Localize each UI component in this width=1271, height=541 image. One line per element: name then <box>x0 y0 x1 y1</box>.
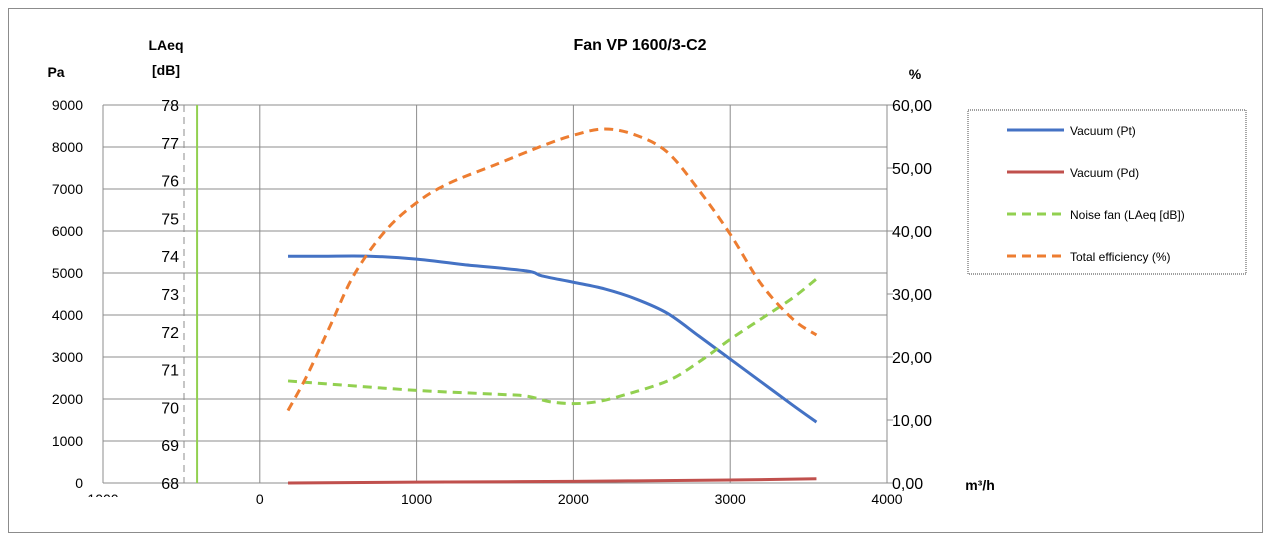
pct-tick-label: 40,00 <box>892 224 932 241</box>
pa-tick-label: 3000 <box>52 349 83 365</box>
pct-tick-label: 10,00 <box>892 413 932 430</box>
pa-tick-label: 2000 <box>52 391 83 407</box>
laeq-tick-label: 69 <box>161 438 179 455</box>
x-tick-label: 4000 <box>871 491 902 507</box>
pa-tick-label: 7000 <box>52 181 83 197</box>
chart-frame <box>8 8 1263 533</box>
x-tick-label: 0 <box>256 491 264 507</box>
chart-title: Fan VP 1600/3-C2 <box>573 37 706 54</box>
legend-label-total-efficiency: Total efficiency (%) <box>1070 250 1170 264</box>
pa-tick-label: 1000 <box>52 433 83 449</box>
laeq-tick-label: 75 <box>161 211 179 228</box>
legend-label-vacuum-pt: Vacuum (Pt) <box>1070 124 1136 138</box>
series-line-total-efficiency <box>286 127 818 412</box>
laeq-tick-label: 76 <box>161 174 179 191</box>
pa-tick-label: 8000 <box>52 139 83 155</box>
x-tick-label: 3000 <box>715 491 746 507</box>
legend: Vacuum (Pt) Vacuum (Pd) Noise fan (LAeq [d… <box>967 109 1247 275</box>
laeq-axis-label-line2: [dB] <box>152 62 180 78</box>
x-tick-label: 2000 <box>558 491 589 507</box>
pa-tick-label: 6000 <box>52 223 83 239</box>
x-axis-label: m³/h <box>965 477 995 493</box>
pa-tick-label: 5000 <box>52 265 83 281</box>
legend-label-vacuum-pd: Vacuum (Pd) <box>1070 166 1139 180</box>
pct-tick-label: 0,00 <box>892 476 923 493</box>
pa-tick-label: 4000 <box>52 307 83 323</box>
laeq-tick-label: 72 <box>161 325 179 342</box>
legend-box <box>967 109 1247 275</box>
laeq-axis-label-line1: LAeq <box>149 37 184 53</box>
laeq-tick-label: 77 <box>161 136 179 153</box>
laeq-tick-label: 71 <box>161 363 179 380</box>
laeq-tick-label: 70 <box>161 400 179 417</box>
pct-tick-label: 20,00 <box>892 350 932 367</box>
pa-axis-label: Pa <box>47 64 64 80</box>
laeq-tick-label: 78 <box>161 98 179 115</box>
series-line-vacuum-pd <box>288 477 817 485</box>
pct-tick-label: 50,00 <box>892 161 932 178</box>
laeq-tick-label: 68 <box>161 476 179 493</box>
laeq-tick-label: 74 <box>161 249 179 266</box>
pct-axis-label: % <box>909 66 922 82</box>
series-line-noise-fan-laeq-db <box>287 277 818 406</box>
pct-tick-label: 60,00 <box>892 98 932 115</box>
pa-tick-label: 0 <box>75 475 83 491</box>
x-tick-label: 1000 <box>401 491 432 507</box>
pct-tick-label: 30,00 <box>892 287 932 304</box>
series-line-vacuum-pt <box>288 254 818 424</box>
pa-tick-label: 9000 <box>52 97 83 113</box>
laeq-tick-label: 73 <box>161 287 179 304</box>
x-tick-label: 1000 <box>87 491 118 507</box>
legend-label-noise-fan-laeq-db: Noise fan (LAeq [dB]) <box>1070 208 1185 222</box>
